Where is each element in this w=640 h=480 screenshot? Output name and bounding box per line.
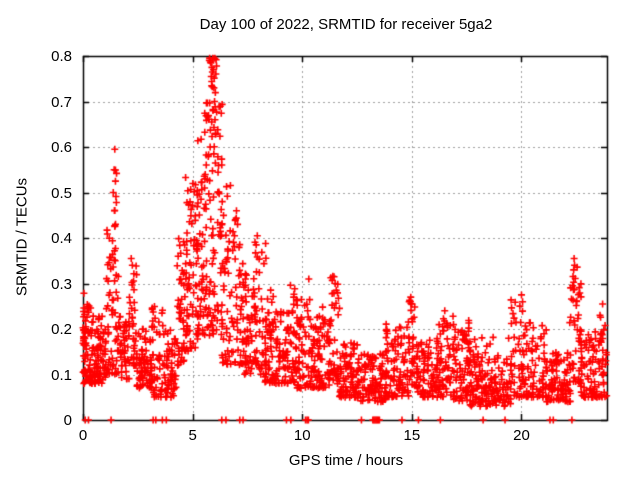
y-tick-label: 0.7: [51, 93, 72, 111]
y-tick-label: 0.4: [51, 230, 72, 247]
y-tick-label: 0.5: [51, 184, 72, 202]
x-axis-label: GPS time / hours: [288, 452, 404, 469]
y-tick-label: 0: [63, 412, 72, 429]
y-tick-label: 0.6: [51, 139, 72, 156]
y-tick-label: 0.1: [51, 366, 72, 384]
x-tick-label: 5: [188, 427, 197, 444]
y-tick-label: 0.2: [51, 321, 72, 338]
chart-title: Day 100 of 2022, SRMTID for receiver 5ga…: [199, 16, 493, 33]
x-tick-label: 0: [78, 427, 88, 444]
x-tick-label: 10: [293, 427, 311, 444]
y-tick-label: 0.3: [51, 275, 72, 293]
y-tick-label: 0.8: [51, 48, 72, 65]
x-tick-label: 20: [513, 427, 530, 444]
x-tick-label: 15: [403, 427, 421, 444]
